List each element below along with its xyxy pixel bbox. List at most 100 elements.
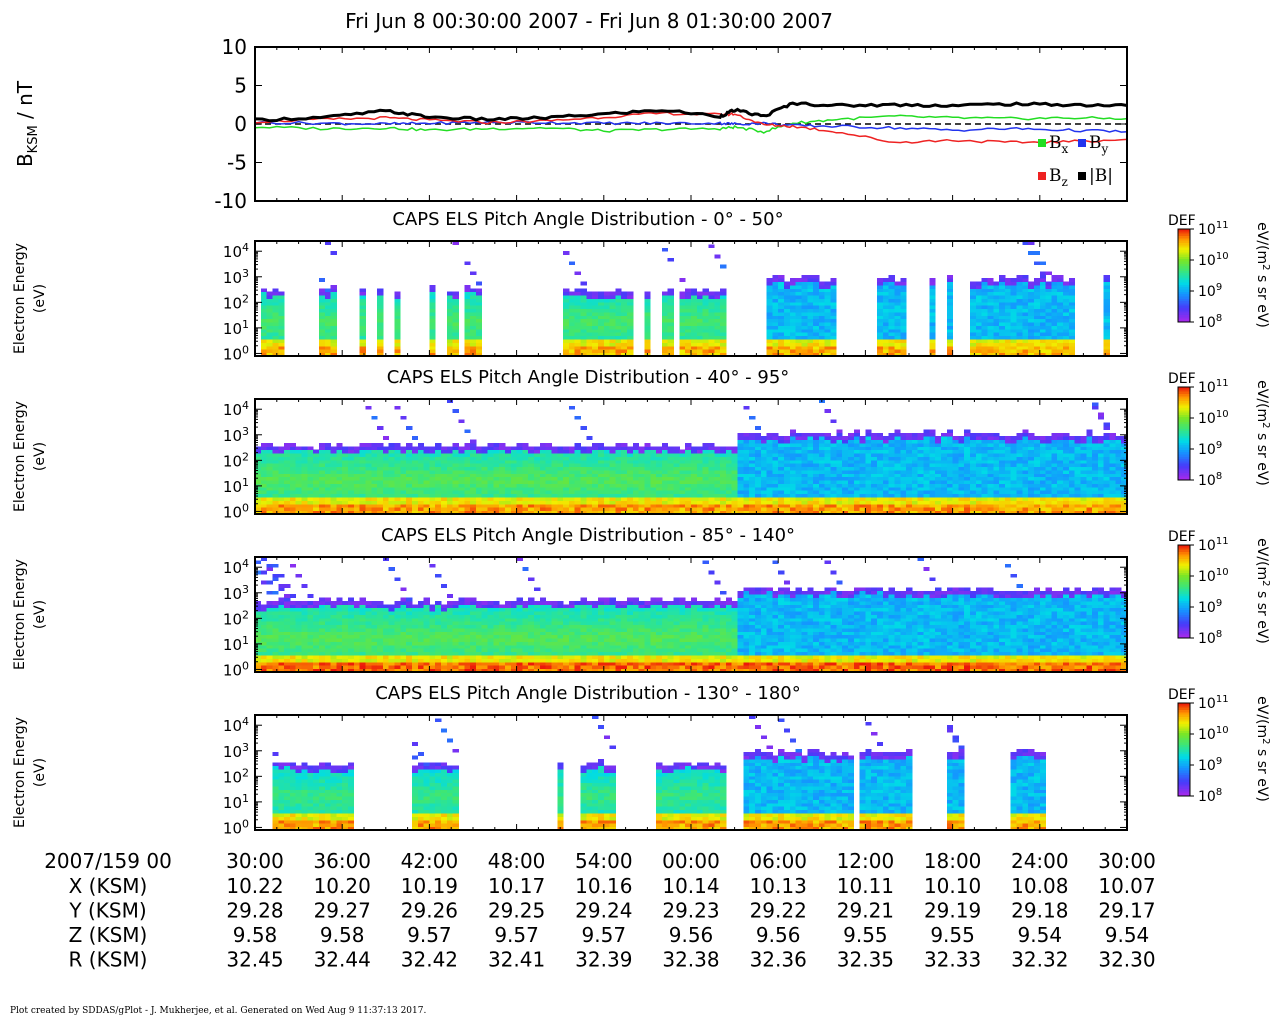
spectrogram-cell [958,439,965,444]
spectrogram-cell [702,510,709,515]
spectrogram-cell [824,298,831,303]
spectrogram-cell [946,463,953,468]
spectrogram-cell [458,473,465,478]
spectrogram-cell [464,322,471,326]
spectrogram-cell [260,470,268,474]
spectrogram-cell [818,446,826,451]
spectrogram-cell [731,507,738,512]
spectrogram-cell [394,295,401,299]
spectrogram-cell [452,449,459,454]
spectrogram-cell [1057,278,1064,282]
spectrogram-cell [650,490,657,495]
spectrogram-cell [789,278,797,282]
spectrogram-cell [801,301,808,306]
spectrogram-cell [377,480,384,484]
spectrogram-cell [493,483,500,488]
spectrogram-cell [1045,507,1052,512]
spectrogram-cell [1016,500,1023,505]
spectrogram-cell [993,459,1000,464]
spectrogram-cell [330,453,337,457]
spectrogram-cell [999,470,1006,474]
spectrogram-cell [464,476,471,481]
spectrogram-cell [342,473,349,478]
spectrogram-cell [452,493,459,498]
spectrogram-cell [795,463,802,468]
spectrogram-cell [557,456,564,461]
spectrogram-cell [818,305,826,310]
spectrogram-cell [789,339,797,343]
spectrogram-cell [632,446,640,451]
spectrogram-cell [667,463,674,468]
spectrogram-cell [795,308,802,313]
spectrogram-cell [557,449,564,454]
spectrogram-cell [813,493,820,498]
spectrogram-cell [615,342,622,347]
spectrogram-cell [1016,315,1023,320]
spectrogram-cell [638,480,645,484]
spectrogram-cell [563,470,570,474]
spectrogram-cell [359,470,366,474]
spectrogram-cell [563,466,570,471]
spectrogram-cell [278,486,285,491]
spectrogram-cell [999,315,1006,320]
spectrogram-cell [1004,342,1012,347]
spectrogram-cell [1004,439,1012,444]
spectrogram-cell [429,325,436,330]
spectrogram-cell [586,315,593,320]
spectrogram-cell [801,466,808,471]
spectrogram-cell [888,473,895,478]
spectrogram-cell [836,486,843,491]
spectrogram-cell [446,449,454,454]
spectrogram-cell [464,466,471,471]
spectrogram-cell [470,328,477,333]
spectrogram-cell [621,493,628,498]
spectrogram-cell [1010,503,1017,508]
spectrogram-cell [435,463,442,468]
spectrogram-cell [318,493,326,498]
spectrogram-cell [417,510,424,515]
spectrogram-cell [406,442,413,447]
spectrogram-cell [813,446,820,451]
legend-label-bmag: |B| [1089,166,1113,186]
spectrogram-cell [423,490,430,495]
spectrogram-cell [295,446,302,451]
spectrogram-cell [394,470,401,474]
spectrogram-cell [673,459,680,464]
spectrogram-cell [534,463,541,468]
spectrogram-cell [801,335,808,340]
spectrogram-cell [661,315,669,320]
spectrogram-cell [499,463,506,468]
spectrogram-cell [923,480,930,484]
spectrogram-cell [475,476,483,481]
spectrogram-cell [289,490,297,495]
spectrogram-cell [1022,281,1029,286]
spectrogram-cell [975,332,983,337]
spectrogram-cell [1033,439,1041,444]
spectrogram-cell [342,476,349,481]
spectrogram-cell [999,335,1006,340]
spectrogram-cell [580,301,587,306]
spectrogram-cell [377,446,384,451]
spectrogram-cell [882,298,890,303]
spectrogram-cell [1057,352,1064,357]
spectrogram-cell [574,507,581,512]
spectrogram-cell [487,497,494,501]
spectrogram-cell [278,453,285,457]
spectrogram-cell [568,456,576,461]
spectrogram-cell [278,349,285,354]
spectrogram-cell [946,439,953,444]
spectrogram-cell [1068,349,1076,354]
spectrogram-cell [592,449,599,454]
spectrogram-cell [801,342,808,347]
spectrogram-cell [702,486,709,491]
spectrogram-cell [766,281,773,286]
spectrogram-cell [888,503,895,508]
spectrogram-cell [615,453,622,457]
spectrogram-cell [499,473,506,478]
spectrogram-cell [307,446,314,451]
spectrogram-cell [981,332,988,337]
spectrogram-cell [522,449,529,454]
spectrogram-cell [499,483,506,488]
spectrogram-cell [923,446,930,451]
spectrogram-cell [522,486,529,491]
